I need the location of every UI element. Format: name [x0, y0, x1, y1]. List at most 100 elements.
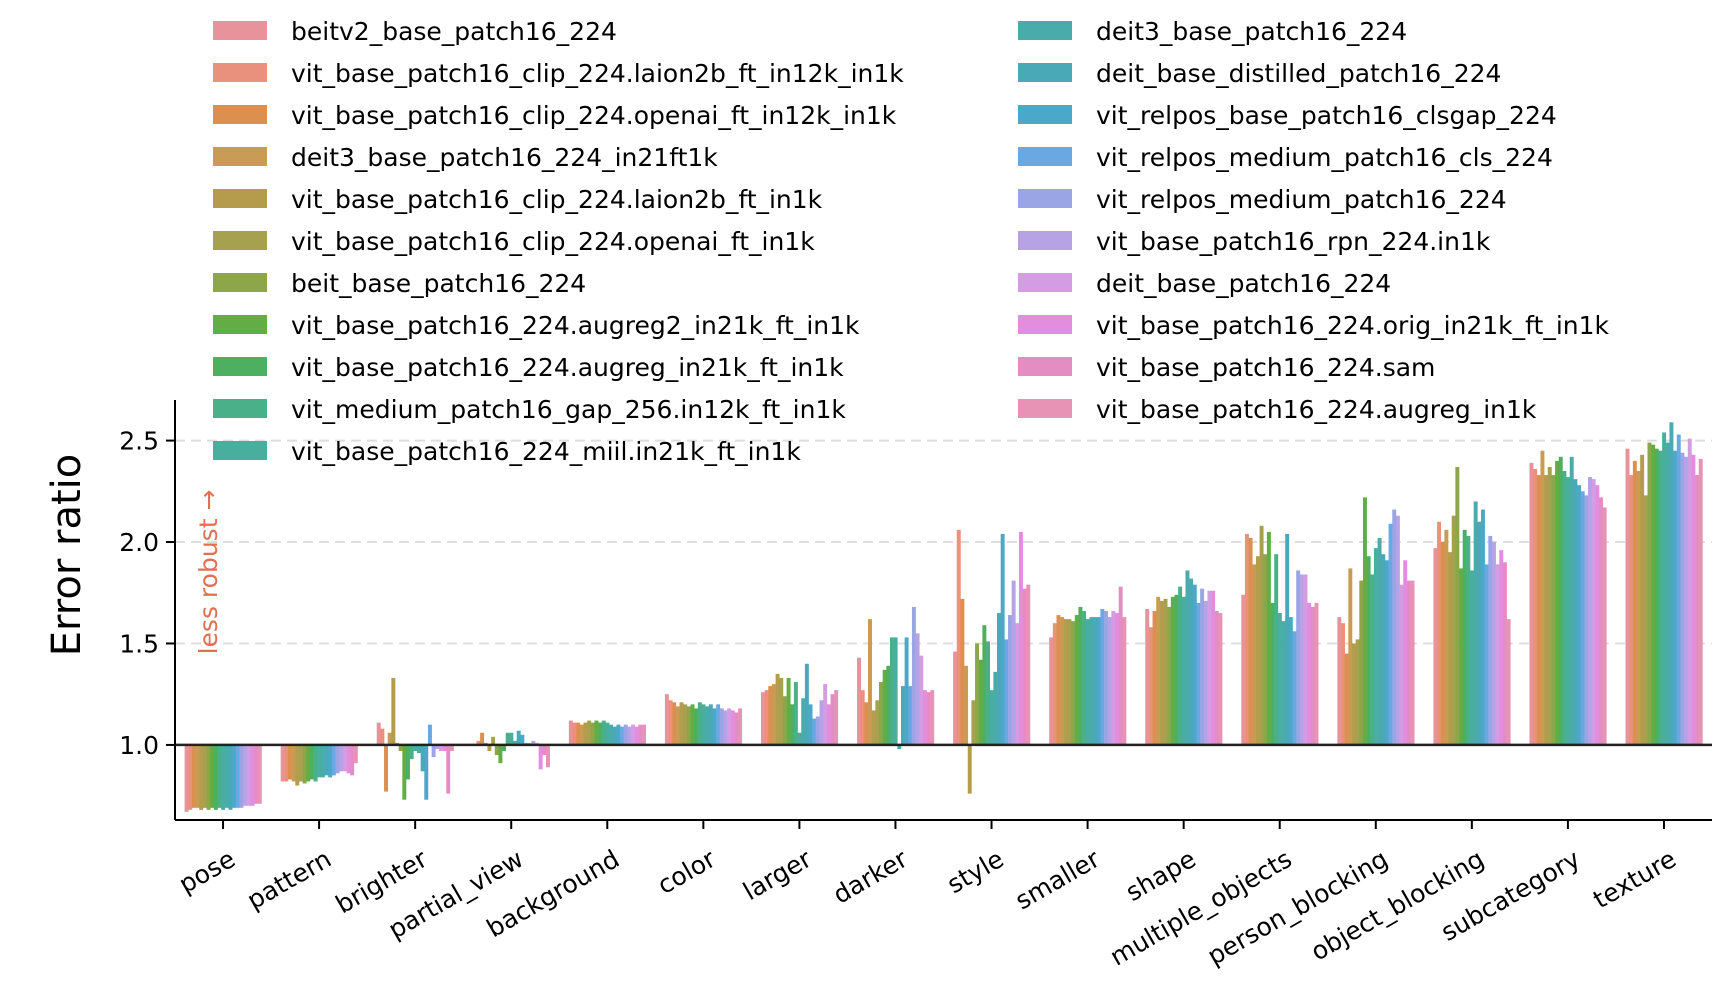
bar	[1277, 613, 1282, 745]
bar	[1665, 442, 1670, 745]
x-tick-label: darker	[828, 844, 913, 910]
bar	[1348, 568, 1353, 745]
bar	[1399, 584, 1404, 745]
legend-label: vit_relpos_medium_patch16_cls_224	[1096, 143, 1553, 172]
bar	[1167, 606, 1172, 745]
bar	[804, 663, 809, 745]
bar	[250, 744, 255, 806]
bar	[893, 637, 898, 745]
x-tick-label: smaller	[1010, 844, 1105, 916]
bar	[1214, 611, 1219, 745]
bar	[971, 700, 976, 745]
legend-label: beit_base_patch16_224	[291, 269, 586, 298]
legend-label: deit_base_distilled_patch16_224	[1096, 59, 1501, 88]
bar	[716, 704, 721, 745]
bar	[868, 619, 872, 745]
legend-swatch	[213, 63, 267, 82]
bar	[398, 744, 403, 752]
bar	[438, 744, 443, 752]
bar	[480, 732, 485, 745]
x-tick-label: pose	[174, 844, 240, 899]
bar	[627, 726, 632, 745]
bar	[771, 684, 776, 745]
bar	[335, 744, 340, 774]
bar	[1680, 452, 1685, 745]
bar	[317, 744, 322, 778]
bar	[1362, 497, 1367, 745]
legend-label: vit_base_patch16_224.augreg2_in21k_ft_in…	[291, 311, 860, 340]
bar	[1536, 475, 1541, 745]
bar	[1000, 533, 1005, 745]
x-tick-label: color	[653, 844, 721, 900]
y-tick-label: 2.5	[119, 427, 159, 456]
bar	[413, 744, 418, 752]
bar	[786, 677, 791, 745]
bar	[631, 724, 636, 745]
bar	[1288, 617, 1293, 745]
bar	[1292, 631, 1297, 745]
bar	[545, 744, 550, 768]
bar	[579, 724, 584, 745]
bar	[1185, 570, 1190, 745]
bar	[576, 722, 581, 745]
bar	[1566, 477, 1571, 745]
bar	[712, 708, 717, 745]
bar	[1406, 580, 1411, 745]
bar	[1170, 596, 1175, 745]
bar	[1687, 438, 1692, 745]
bar	[420, 744, 425, 772]
bar	[960, 598, 965, 745]
bar	[790, 704, 795, 745]
bar	[1341, 623, 1345, 745]
bar	[922, 690, 927, 745]
bar	[1307, 602, 1312, 745]
bar	[871, 710, 876, 745]
bar	[975, 643, 980, 745]
bar	[864, 702, 869, 745]
bar	[199, 744, 204, 810]
bar	[409, 744, 414, 760]
bar	[1022, 588, 1027, 745]
bar	[1107, 617, 1112, 745]
bar	[1654, 448, 1659, 745]
legend-label: vit_relpos_base_patch16_clsgap_224	[1096, 101, 1557, 130]
bar	[516, 730, 521, 745]
bar	[1647, 442, 1652, 745]
legend-label: vit_base_patch16_clip_224.laion2b_ft_in1…	[291, 185, 823, 214]
bar	[1296, 570, 1301, 745]
bar	[1448, 552, 1453, 745]
bar	[1007, 615, 1012, 745]
less-robust-annotation: less robust →	[194, 490, 223, 655]
bar	[797, 732, 802, 745]
bar	[708, 704, 713, 745]
bar	[328, 744, 333, 778]
y-tick-label: 2.0	[119, 528, 159, 557]
bar	[964, 665, 969, 745]
bar	[997, 613, 1001, 745]
bar	[1384, 560, 1389, 745]
bar	[402, 744, 407, 800]
bar	[1643, 495, 1648, 745]
bar	[331, 744, 336, 776]
bar	[287, 744, 292, 780]
bar	[435, 744, 440, 749]
bar	[1580, 491, 1585, 745]
x-tick-label: style	[942, 844, 1008, 899]
bar	[1640, 454, 1645, 745]
bar	[1669, 422, 1674, 745]
bar	[224, 744, 229, 808]
bar	[280, 744, 285, 782]
bar	[967, 744, 972, 794]
bar	[1698, 458, 1703, 745]
bar	[668, 700, 673, 745]
bar	[1156, 596, 1161, 745]
bar	[568, 720, 573, 745]
bar	[1591, 479, 1596, 745]
legend-label: vit_base_patch16_rpn_224.in1k	[1096, 227, 1491, 256]
bar	[986, 641, 991, 745]
bar	[1602, 507, 1607, 745]
bar	[1082, 611, 1087, 745]
bar	[1337, 617, 1342, 745]
bar	[1477, 521, 1482, 745]
bar	[1395, 515, 1400, 745]
